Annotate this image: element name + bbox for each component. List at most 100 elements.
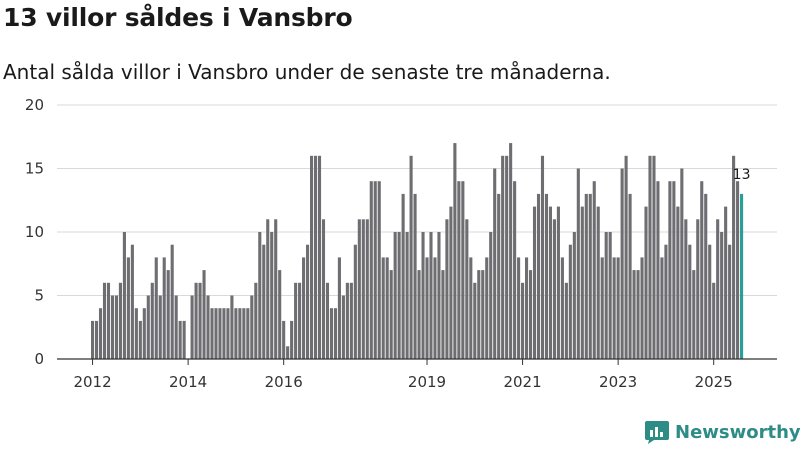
bar [170,244,174,359]
bar [644,206,648,359]
bar [142,308,146,359]
bar [712,282,716,359]
bar [230,295,234,359]
bar [736,181,740,359]
bar [477,270,481,359]
y-tick-label: 0 [34,350,44,368]
bar [397,232,401,359]
bar [648,155,652,359]
bar [676,206,680,359]
x-tick-label: 2016 [265,373,303,391]
bar [417,270,421,359]
bar [668,181,672,359]
bar [162,257,166,359]
bar [106,282,111,359]
bar [696,219,700,359]
bar [337,257,341,359]
bar [704,193,708,359]
bar [353,244,357,359]
bar [178,320,182,359]
bar [584,193,588,359]
bar [198,282,202,359]
x-tick-label: 2021 [503,373,541,391]
bar [210,308,214,359]
bar [720,232,724,359]
bar [98,308,103,359]
bar [150,282,154,359]
bar [154,257,158,359]
bar [473,282,477,359]
bar [134,308,138,359]
bar [493,168,497,359]
bar [369,181,373,359]
bar [258,232,262,359]
bar [568,244,572,359]
bar [588,193,592,359]
bar [401,193,405,359]
bar [692,270,696,359]
newsworthy-icon [645,421,669,444]
bar [652,155,656,359]
bar [325,282,330,359]
bar [174,295,178,359]
bar [608,232,612,359]
bar [632,270,636,359]
bar [138,320,142,359]
bar [457,181,461,359]
bar [445,219,449,359]
bar [294,282,298,359]
bar [321,219,326,359]
bar [612,257,616,359]
x-tick-label: 2025 [695,373,733,391]
y-tick-label: 10 [25,223,44,241]
bar [250,295,254,359]
bar [700,181,704,359]
bar [556,206,560,359]
bar [349,282,353,359]
x-tick-label: 2019 [408,373,446,391]
bar [266,219,270,359]
bar [166,270,170,359]
y-tick-label: 5 [34,287,44,305]
bar [114,295,118,359]
bar [262,244,266,359]
bar [202,270,206,359]
bar [389,270,393,359]
x-tick-label: 2012 [73,373,111,391]
bar [130,244,134,359]
bar [357,219,361,359]
bar [485,257,489,359]
bar [234,308,238,359]
bar [660,257,664,359]
bar [536,193,541,359]
bar [437,232,441,359]
bar [580,206,584,359]
chart-title: 13 villor såldes i Vansbro [3,3,353,32]
bar [521,282,525,359]
bar [664,244,668,359]
bar [481,270,485,359]
bar [405,232,409,359]
bar [465,219,469,359]
bar [433,257,437,359]
bar [716,219,720,359]
bar [532,206,537,359]
chart-subtitle: Antal sålda villor i Vansbro under de se… [3,60,611,84]
bar [656,181,660,359]
y-tick-label: 20 [25,96,44,114]
bar [377,181,381,359]
bar [672,181,676,359]
bar [381,257,385,359]
bar [453,143,457,359]
bar [317,155,322,359]
bar [306,244,310,359]
bar [94,320,99,359]
bar [282,320,286,359]
bar [544,193,549,359]
brand-name: Newsworthy [675,421,800,443]
bar [525,257,529,359]
bar [572,232,576,359]
bar [270,232,274,359]
bar [218,308,222,359]
bar [489,232,493,359]
